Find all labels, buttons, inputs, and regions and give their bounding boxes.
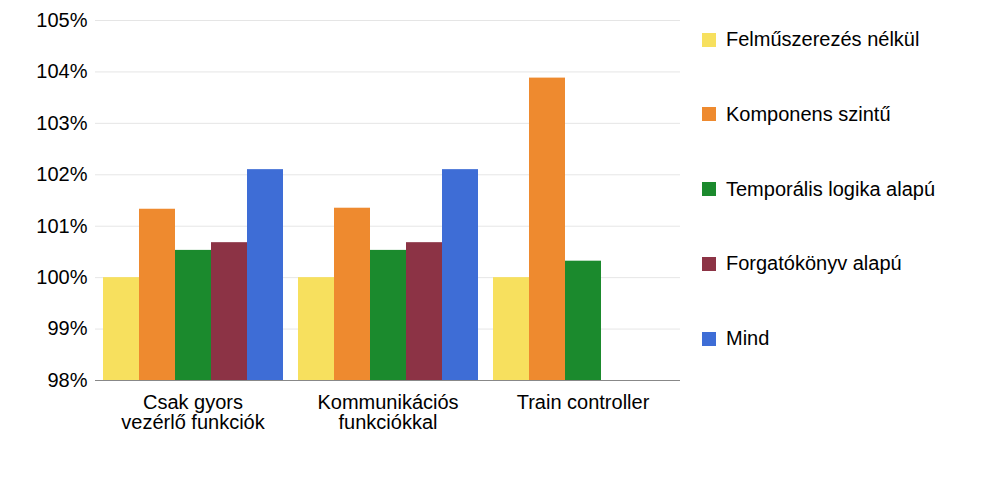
html-text:Temporális logika alapú: Temporális logika alapú — [726, 177, 935, 200]
html-text:Mind: Mind — [726, 327, 770, 349]
svg-text:105%: 105% — [36, 9, 87, 31]
svg-text:101%: 101% — [36, 215, 87, 237]
svg-text:102%: 102% — [36, 163, 87, 185]
svg-text:Kommunikációsfunkciókkal: Kommunikációsfunkciókkal — [317, 391, 458, 433]
svg-text:104%: 104% — [36, 60, 87, 82]
html-text:Felműszerezés nélkül: Felműszerezés nélkül — [726, 28, 920, 50]
svg-text:100%: 100% — [36, 266, 87, 288]
svg-text:Train controller: Train controller — [517, 391, 650, 413]
html-text:Komponens szintű: Komponens szintű — [726, 102, 891, 125]
svg-text:98%: 98% — [47, 369, 87, 391]
html-text:Forgatókönyv alapú: Forgatókönyv alapú — [726, 252, 902, 275]
svg-text:99%: 99% — [47, 317, 87, 339]
svg-text:103%: 103% — [36, 112, 87, 134]
svg-text:Csak gyorsvezérlő funkciók: Csak gyorsvezérlő funkciók — [121, 391, 265, 433]
